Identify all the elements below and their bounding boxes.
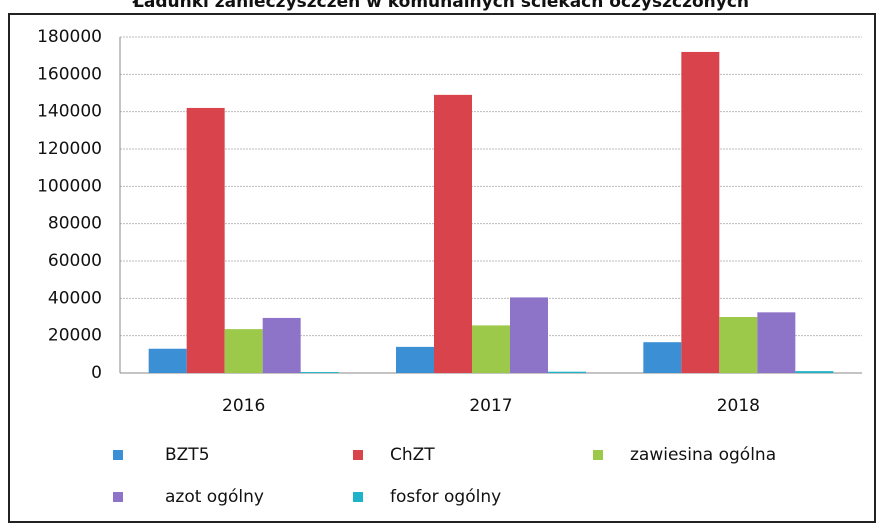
bar (681, 51, 720, 373)
y-tick-label: 100000 (37, 176, 102, 196)
bar (434, 94, 472, 373)
bar (186, 107, 225, 373)
legend-swatch (113, 450, 123, 460)
y-tick-label: 160000 (37, 64, 102, 84)
y-tick-label: 120000 (37, 139, 102, 159)
y-tick-label: 180000 (37, 27, 102, 47)
bar (472, 325, 510, 373)
legend-label: ChZT (390, 445, 435, 465)
legend-swatch (353, 492, 363, 502)
bar (719, 317, 758, 373)
chart-frame (8, 13, 876, 523)
y-tick-label: 0 (91, 363, 102, 383)
y-tick-label: 140000 (37, 102, 102, 122)
legend-label: fosfor ogólny (390, 487, 501, 507)
bar (396, 346, 434, 373)
legend-swatch (353, 450, 363, 460)
x-tick-label: 2018 (717, 396, 760, 416)
chart-title: Ładunki zanieczyszczeń w komunalnych ści… (132, 0, 749, 12)
bar (510, 297, 548, 373)
legend-swatch (593, 450, 603, 460)
y-tick-label: 40000 (48, 288, 102, 308)
legend-label: BZT5 (165, 445, 210, 465)
x-tick-label: 2017 (469, 396, 512, 416)
legend-label: azot ogólny (165, 487, 264, 507)
legend-label: zawiesina ogólna (630, 445, 776, 465)
y-tick-label: 20000 (48, 326, 102, 346)
bar (148, 348, 187, 373)
legend-swatch (113, 492, 123, 502)
bar (262, 317, 301, 373)
bar (224, 329, 263, 373)
bar (643, 342, 682, 373)
bar (795, 371, 834, 373)
bar (300, 372, 339, 373)
y-tick-label: 60000 (48, 251, 102, 271)
bar (757, 312, 796, 373)
y-tick-label: 80000 (48, 214, 102, 234)
x-tick-label: 2016 (222, 396, 265, 416)
bar (548, 371, 586, 373)
